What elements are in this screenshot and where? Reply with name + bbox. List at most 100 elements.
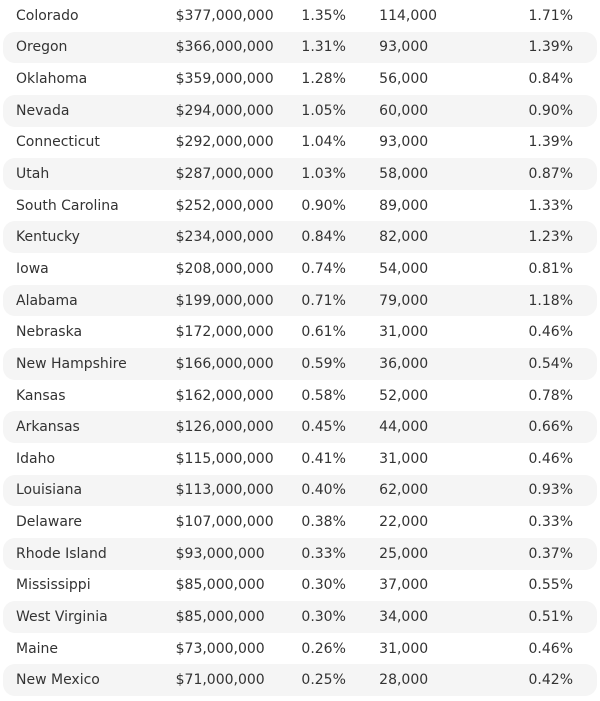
job-share-cell: 0.46% bbox=[528, 640, 573, 657]
share-cell: 0.71% bbox=[301, 284, 380, 317]
state-data-table: Colorado $377,000,000 1.35% 114,000 1.71% Ore… bbox=[3, 0, 597, 697]
state-cell: Delaware bbox=[16, 514, 82, 531]
share-cell: 0.30% bbox=[301, 601, 380, 633]
state-cell: Utah bbox=[3, 158, 176, 190]
amount-cell: $115,000,000 bbox=[175, 450, 274, 467]
state-cell: Connecticut bbox=[16, 134, 100, 151]
jobs-cell: 37,000 bbox=[379, 577, 429, 594]
table-row: Alabama $199,000,000 0.71% 79,000 1.18% bbox=[3, 284, 597, 317]
state-cell: Kansas bbox=[16, 387, 66, 404]
share-cell: 0.58% bbox=[301, 387, 346, 404]
share-cell: 0.74% bbox=[301, 260, 346, 277]
state-cell: Rhode Island bbox=[3, 537, 176, 570]
jobs-cell: 60,000 bbox=[379, 94, 529, 127]
table-row: South Carolina $252,000,000 0.90% 89,000 1.3… bbox=[3, 190, 597, 222]
job-share-cell: 0.46% bbox=[528, 324, 573, 341]
amount-cell: $113,000,000 bbox=[175, 474, 302, 507]
jobs-cell: 25,000 bbox=[379, 537, 529, 570]
share-cell: 0.41% bbox=[301, 450, 346, 467]
table-row: New Mexico $71,000,000 0.25% 28,000 0.42% bbox=[3, 664, 597, 697]
job-share-cell: 0.90% bbox=[528, 94, 597, 127]
jobs-cell: 28,000 bbox=[379, 664, 529, 697]
job-share-cell: 0.87% bbox=[528, 158, 597, 190]
state-cell: Maine bbox=[16, 640, 59, 657]
table-row: Kentucky $234,000,000 0.84% 82,000 1.23% bbox=[3, 221, 597, 254]
jobs-cell: 93,000 bbox=[379, 31, 529, 64]
amount-cell: $252,000,000 bbox=[175, 197, 274, 214]
job-share-cell: 1.23% bbox=[528, 221, 597, 254]
share-cell: 0.25% bbox=[301, 664, 380, 697]
share-cell: 1.35% bbox=[301, 7, 346, 24]
amount-cell: $208,000,000 bbox=[175, 260, 274, 277]
table-row: Utah $287,000,000 1.03% 58,000 0.87% bbox=[3, 158, 597, 190]
state-cell: West Virginia bbox=[3, 601, 176, 633]
job-share-cell: 1.39% bbox=[528, 31, 597, 64]
job-share-cell: 0.55% bbox=[528, 577, 573, 594]
job-share-cell: 0.42% bbox=[528, 664, 597, 697]
table-body: Colorado $377,000,000 1.35% 114,000 1.71% Ore… bbox=[3, 0, 597, 697]
amount-cell: $359,000,000 bbox=[175, 71, 274, 88]
table-row: Colorado $377,000,000 1.35% 114,000 1.71% bbox=[3, 0, 597, 32]
amount-cell: $93,000,000 bbox=[175, 537, 302, 570]
table-row: Oklahoma $359,000,000 1.28% 56,000 0.84% bbox=[3, 63, 597, 95]
table-row: Idaho $115,000,000 0.41% 31,000 0.46% bbox=[3, 443, 597, 475]
amount-cell: $292,000,000 bbox=[175, 134, 274, 151]
share-cell: 0.33% bbox=[301, 537, 380, 570]
share-cell: 0.61% bbox=[301, 324, 346, 341]
amount-cell: $199,000,000 bbox=[175, 284, 302, 317]
share-cell: 0.59% bbox=[301, 348, 380, 380]
jobs-cell: 54,000 bbox=[379, 260, 429, 277]
share-cell: 0.38% bbox=[301, 514, 346, 531]
state-cell: Alabama bbox=[3, 284, 176, 317]
table-row: West Virginia $85,000,000 0.30% 34,000 0.51% bbox=[3, 601, 597, 633]
job-share-cell: 0.33% bbox=[528, 514, 573, 531]
state-cell: Oklahoma bbox=[16, 71, 88, 88]
jobs-cell: 56,000 bbox=[379, 71, 429, 88]
job-share-cell: 0.81% bbox=[528, 260, 573, 277]
table-row: Nebraska $172,000,000 0.61% 31,000 0.46% bbox=[3, 316, 597, 348]
jobs-cell: 79,000 bbox=[379, 284, 529, 317]
state-cell: Colorado bbox=[16, 7, 79, 24]
share-cell: 1.05% bbox=[301, 94, 380, 127]
amount-cell: $85,000,000 bbox=[175, 577, 265, 594]
state-cell: Mississippi bbox=[16, 577, 91, 594]
jobs-cell: 31,000 bbox=[379, 450, 429, 467]
amount-cell: $377,000,000 bbox=[175, 7, 274, 24]
job-share-cell: 0.51% bbox=[528, 601, 597, 633]
share-cell: 0.84% bbox=[301, 221, 380, 254]
amount-cell: $366,000,000 bbox=[175, 31, 302, 64]
jobs-cell: 44,000 bbox=[379, 411, 529, 443]
amount-cell: $73,000,000 bbox=[175, 640, 265, 657]
share-cell: 0.40% bbox=[301, 474, 380, 507]
amount-cell: $85,000,000 bbox=[175, 601, 302, 633]
share-cell: 0.45% bbox=[301, 411, 380, 443]
job-share-cell: 1.71% bbox=[528, 7, 573, 24]
state-cell: Nebraska bbox=[16, 324, 83, 341]
jobs-cell: 89,000 bbox=[379, 197, 429, 214]
job-share-cell: 0.84% bbox=[528, 71, 573, 88]
amount-cell: $107,000,000 bbox=[175, 514, 274, 531]
state-cell: South Carolina bbox=[16, 197, 119, 214]
state-cell: New Mexico bbox=[3, 664, 176, 697]
table-row: Oregon $366,000,000 1.31% 93,000 1.39% bbox=[3, 31, 597, 64]
job-share-cell: 1.33% bbox=[528, 197, 573, 214]
job-share-cell: 1.39% bbox=[528, 134, 573, 151]
jobs-cell: 22,000 bbox=[379, 514, 429, 531]
amount-cell: $166,000,000 bbox=[175, 348, 302, 380]
table-row: Louisiana $113,000,000 0.40% 62,000 0.93% bbox=[3, 474, 597, 507]
jobs-cell: 52,000 bbox=[379, 387, 429, 404]
jobs-cell: 82,000 bbox=[379, 221, 529, 254]
table-row: New Hampshire $166,000,000 0.59% 36,000 0.54… bbox=[3, 348, 597, 380]
job-share-cell: 0.54% bbox=[528, 348, 597, 380]
jobs-cell: 114,000 bbox=[379, 7, 438, 24]
share-cell: 1.28% bbox=[301, 71, 346, 88]
state-cell: Arkansas bbox=[3, 411, 176, 443]
job-share-cell: 0.93% bbox=[528, 474, 597, 507]
jobs-cell: 58,000 bbox=[379, 158, 529, 190]
jobs-cell: 31,000 bbox=[379, 324, 429, 341]
table-row: Arkansas $126,000,000 0.45% 44,000 0.66% bbox=[3, 411, 597, 443]
table-row: Nevada $294,000,000 1.05% 60,000 0.90% bbox=[3, 94, 597, 127]
share-cell: 1.31% bbox=[301, 31, 380, 64]
share-cell: 1.03% bbox=[301, 158, 380, 190]
